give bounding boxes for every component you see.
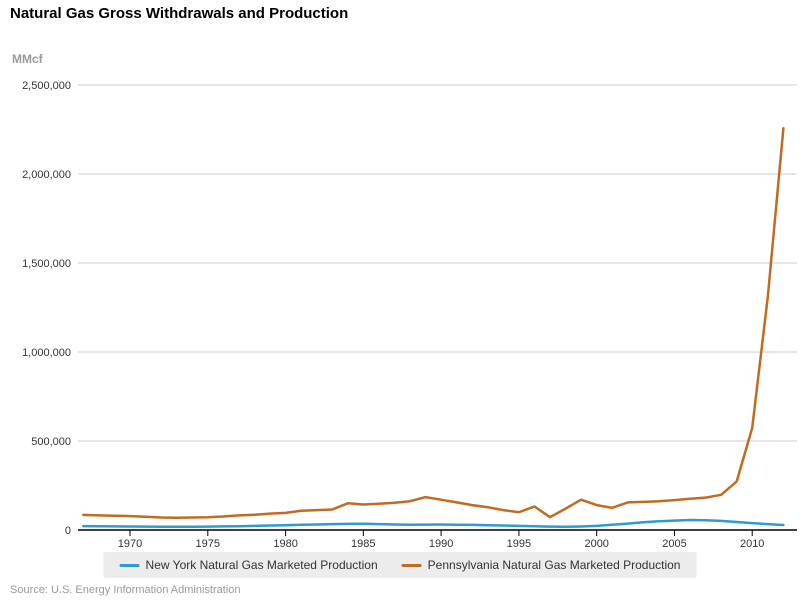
- source-attribution: Source: U.S. Energy Information Administ…: [10, 584, 241, 596]
- svg-text:2000: 2000: [584, 538, 608, 550]
- svg-text:1,500,000: 1,500,000: [22, 258, 71, 270]
- svg-text:1975: 1975: [196, 538, 220, 550]
- legend-label-pennsylvania: Pennsylvania Natural Gas Marketed Produc…: [427, 558, 681, 572]
- chart-title: Natural Gas Gross Withdrawals and Produc…: [10, 5, 349, 22]
- y-axis-unit-label: MMcf: [12, 52, 43, 66]
- svg-text:2005: 2005: [662, 538, 686, 550]
- legend-item-pennsylvania[interactable]: Pennsylvania Natural Gas Marketed Produc…: [401, 558, 681, 572]
- svg-text:2,500,000: 2,500,000: [22, 80, 71, 92]
- chart-legend: New York Natural Gas Marketed Production…: [103, 552, 697, 578]
- pennsylvania-line-swatch-icon: [401, 563, 422, 567]
- svg-text:1970: 1970: [118, 538, 142, 550]
- legend-item-new-york[interactable]: New York Natural Gas Marketed Production: [119, 558, 378, 572]
- svg-text:0: 0: [65, 525, 71, 537]
- svg-text:1980: 1980: [273, 538, 297, 550]
- svg-text:1990: 1990: [429, 538, 453, 550]
- svg-text:1985: 1985: [351, 538, 375, 550]
- svg-text:1995: 1995: [507, 538, 531, 550]
- legend-label-new-york: New York Natural Gas Marketed Production: [145, 558, 378, 572]
- svg-text:500,000: 500,000: [31, 436, 71, 448]
- new-york-line-swatch-icon: [119, 563, 140, 567]
- svg-text:1,000,000: 1,000,000: [22, 347, 71, 359]
- svg-text:2010: 2010: [740, 538, 764, 550]
- line-chart-plot: 0 500,000 1,000,000 1,500,000 2,000,000 2,500…: [22, 80, 797, 550]
- svg-text:2,000,000: 2,000,000: [22, 169, 71, 181]
